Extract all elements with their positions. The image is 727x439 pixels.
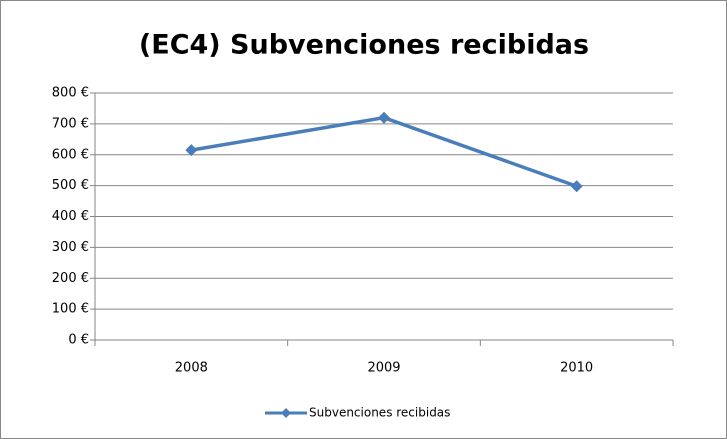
y-tick-label: 300 €: [52, 240, 89, 255]
y-tick-label: 700 €: [52, 116, 89, 131]
y-tick-label: 100 €: [52, 302, 89, 317]
x-tick-label: 2009: [367, 361, 400, 376]
legend-label: Subvenciones recibidas: [309, 406, 450, 420]
y-tick-label: 800 €: [52, 86, 89, 101]
y-tick-label: 400 €: [52, 209, 89, 224]
y-tick-label: 200 €: [52, 271, 89, 286]
point: [378, 111, 390, 124]
y-tick-label: 500 €: [52, 178, 89, 193]
legend-marker: [281, 408, 291, 418]
x-tick-label: 2008: [175, 361, 208, 376]
y-tick-label: 600 €: [52, 147, 89, 162]
y-tick-label: 0 €: [68, 333, 89, 348]
x-tick-label: 2010: [560, 361, 593, 376]
chart-title: (EC4) Subvenciones recibidas: [139, 30, 589, 61]
point: [570, 180, 583, 193]
point: [185, 144, 198, 157]
